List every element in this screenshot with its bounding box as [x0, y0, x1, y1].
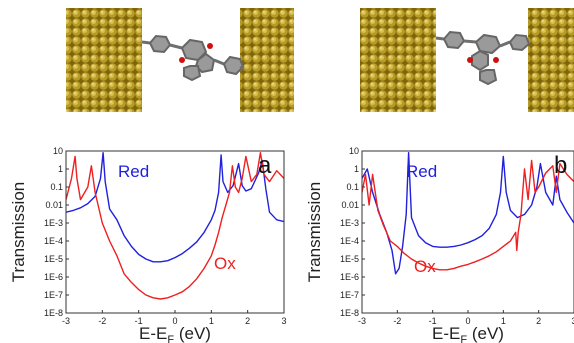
- x-tick-label: 2: [536, 316, 541, 326]
- x-tick-label: -1: [135, 316, 143, 326]
- x-tick-labels: -3 -2 -1 0 1 2 3: [358, 310, 574, 326]
- x-tick-label: -2: [98, 316, 106, 326]
- x-tick-label: 0: [465, 316, 470, 326]
- x-tick-label: 0: [172, 316, 177, 326]
- x-tick-label: -2: [393, 316, 401, 326]
- y-tick-labels: 10 1 0.1 0.01 1E-3 1E-4 1E-5 1E-6 1E-7 1E-8: [44, 146, 69, 318]
- series-label-red: Red: [406, 162, 437, 181]
- y-tick-label: 1E-7: [340, 290, 359, 300]
- y-tick-label: 1E-4: [340, 236, 359, 246]
- plot-frame: [361, 150, 574, 314]
- y-tick-label: 1: [354, 164, 359, 174]
- y-tick-label: 10: [349, 146, 359, 156]
- series-label-red: Red: [118, 162, 149, 181]
- x-tick-label: -1: [429, 316, 437, 326]
- transmission-chart-b: Transmission 1010.10.011E-31E-41E-51E-61…: [305, 146, 574, 343]
- x-tick-label: 2: [245, 316, 250, 326]
- x-axis-label: E-EF (eV): [139, 324, 211, 343]
- y-tick-label: 1E-6: [44, 272, 63, 282]
- gold-electrode-right: [528, 8, 574, 112]
- junction-illustration-a: [66, 8, 294, 112]
- x-axis-label: E-EF (eV): [432, 324, 504, 343]
- y-tick-label: 1: [58, 164, 63, 174]
- gold-electrode-left: [360, 8, 436, 112]
- series-line-red: [66, 152, 284, 263]
- y-tick-label: 1E-8: [44, 308, 63, 318]
- y-axis-label: Transmission: [9, 182, 28, 282]
- y-tick-label: 0.1: [50, 182, 63, 192]
- x-tick-label: -3: [358, 316, 366, 326]
- series-line-ox: [362, 159, 574, 271]
- y-axis-label: Transmission: [305, 182, 324, 282]
- gold-electrode-right: [240, 8, 294, 112]
- y-tick-label: 0.01: [45, 200, 63, 210]
- x-tick-label: 3: [281, 316, 286, 326]
- y-tick-labels: 10 1 0.1 0.01 1E-3 1E-4 1E-5 1E-6 1E-7 1E-8: [340, 146, 365, 318]
- y-tick-label: 1E-5: [44, 254, 63, 264]
- series-label-ox: Ox: [414, 257, 436, 276]
- y-tick-label: 1E-3: [44, 218, 63, 228]
- molecule: [435, 30, 531, 86]
- x-tick-label: 1: [209, 316, 214, 326]
- gold-electrode-left: [66, 8, 142, 112]
- x-tick-label: 3: [571, 316, 574, 326]
- y-tick-label: 1E-7: [44, 290, 63, 300]
- plot-frame: [65, 150, 285, 314]
- y-tick-label: 1E-3: [340, 218, 359, 228]
- y-tick-label: 10: [53, 146, 63, 156]
- y-tick-label: 1E-4: [44, 236, 63, 246]
- series-label-ox: Ox: [214, 254, 236, 273]
- panel-label-a: a: [258, 152, 272, 179]
- x-tick-label: 1: [501, 316, 506, 326]
- transmission-chart-a: Transmission 1010.10.011E-31E-41E-51E-61…: [9, 146, 287, 343]
- y-tick-label: 1E-5: [340, 254, 359, 264]
- y-tick-label: 0.1: [346, 182, 359, 192]
- panel-label-b: b: [554, 152, 567, 179]
- molecule: [141, 34, 245, 82]
- junction-illustration-b: [360, 8, 574, 112]
- y-tick-label: 1E-6: [340, 272, 359, 282]
- y-tick-label: 1E-8: [340, 308, 359, 318]
- x-tick-label: -3: [62, 316, 70, 326]
- series-line-red: [362, 152, 574, 275]
- series-line-ox: [66, 152, 284, 300]
- y-tick-label: 0.01: [341, 200, 359, 210]
